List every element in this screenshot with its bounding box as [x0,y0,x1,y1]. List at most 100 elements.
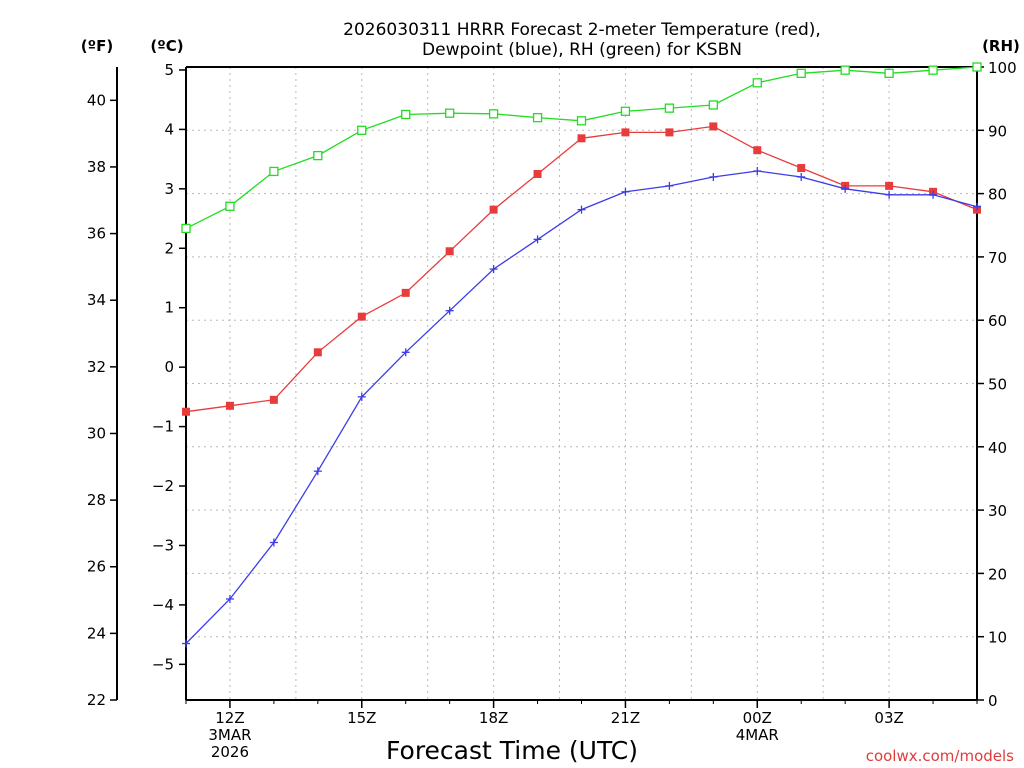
celsius-tick-label: −5 [152,655,174,673]
celsius-tick-label: −1 [152,418,174,436]
temperature-point [577,134,586,143]
dewpoint-point [489,265,498,274]
temperature-point [357,312,366,321]
chart-title: 2026030311 HRRR Forecast 2-meter Tempera… [343,20,821,40]
temperature-point [489,205,498,214]
axes [110,66,984,708]
x-axis-label: Forecast Time (UTC) [386,736,638,765]
x-tick-label: 18Z [479,709,508,727]
fahrenheit-tick-label: 34 [87,291,106,309]
rh-tick-label: 30 [988,502,1007,520]
x-tick-label: 12Z [215,709,244,727]
rh-tick-label: 80 [988,186,1007,204]
rh-point [840,65,850,75]
fahrenheit-tick-label: 36 [87,225,106,243]
fahrenheit-tick-label: 22 [87,691,106,709]
temperature-point [709,122,718,131]
celsius-tick-label: −2 [152,477,174,495]
dewpoint-point [401,348,410,357]
rh-point [796,68,806,78]
x-tick-label: 03Z [874,709,903,727]
rh-axis-unit: (RH) [982,37,1020,55]
celsius-tick-label: 2 [164,239,174,257]
celsius-tick-label: −4 [152,596,174,614]
fahrenheit-tick-label: 38 [87,158,106,176]
rh-point [708,100,718,110]
x-tick-label: 21Z [611,709,640,727]
celsius-tick-label: 5 [164,61,174,79]
rh-point [313,150,323,161]
rh-point [445,108,455,118]
x-tick-label: 3MAR [208,726,251,744]
fahrenheit-tick-label: 30 [87,424,106,442]
data-series [181,62,982,648]
rh-point [488,109,499,119]
series-dewpoint [182,167,981,648]
rh-point [532,112,543,123]
dewpoint-point [445,306,454,315]
celsius-tick-label: 4 [164,120,174,138]
rh-point [576,116,587,126]
chart-subtitle: Dewpoint (blue), RH (green) for KSBN [422,40,742,60]
celsius-tick-label: 1 [164,299,174,317]
dewpoint-point [313,467,322,476]
temperature-point [225,401,234,410]
rh-point [401,109,411,120]
rh-tick-label: 20 [988,565,1007,583]
dewpoint-point [709,172,718,181]
series-rh [181,62,982,234]
fahrenheit-tick-label: 40 [87,91,106,109]
dewpoint-point [225,594,234,603]
rh-tick-label: 100 [988,59,1017,77]
fahrenheit-tick-label: 26 [87,558,106,576]
rh-tick-label: 70 [988,249,1007,267]
temperature-point [445,247,454,256]
temperature-point [665,128,674,137]
dewpoint-point [973,202,981,211]
rh-point [752,78,762,88]
rh-point [620,106,631,116]
fahrenheit-tick-label: 24 [87,624,106,642]
rh-tick-label: 90 [988,122,1007,140]
dewpoint-point [182,639,190,648]
rh-tick-label: 50 [988,376,1007,394]
rh-point [972,62,982,72]
rh-point [884,68,894,78]
rh-tick-label: 60 [988,312,1007,330]
dewpoint-point [665,181,674,190]
fahrenheit-axis-unit: (ºF) [81,37,113,55]
fahrenheit-tick-label: 32 [87,358,106,376]
x-tick-label: 15Z [347,709,376,727]
rh-point [357,125,367,135]
rh-point [664,103,675,113]
temperature-point [269,395,278,404]
rh-point [269,166,279,177]
temperature-point [797,164,806,173]
dewpoint-point [357,392,366,401]
dewpoint-point [753,167,762,176]
rh-point [928,65,938,75]
celsius-tick-label: −3 [152,536,174,554]
tick-labels: −5−4−3−2−1012345222426283032343638400102… [87,59,1017,761]
dewpoint-point [885,190,894,199]
dewpoint-point [269,538,278,547]
x-tick-label: 2026 [211,743,249,761]
dewpoint-point [577,205,586,214]
dewpoint-point [841,184,850,193]
rh-tick-label: 10 [988,629,1007,647]
x-tick-label: 00Z [743,709,772,727]
rh-point [225,201,235,211]
temperature-point [182,407,190,416]
credit-text: coolwx.com/models [866,747,1014,765]
celsius-tick-label: 0 [164,358,174,376]
temperature-point [533,169,542,178]
temperature-point [753,146,762,155]
rh-tick-label: 40 [988,439,1007,457]
dewpoint-point [929,190,938,199]
x-tick-label: 4MAR [736,726,779,744]
celsius-tick-label: 3 [164,180,174,198]
rh-tick-label: 0 [988,692,998,710]
temperature-point [313,348,322,357]
dewpoint-point [621,187,630,196]
